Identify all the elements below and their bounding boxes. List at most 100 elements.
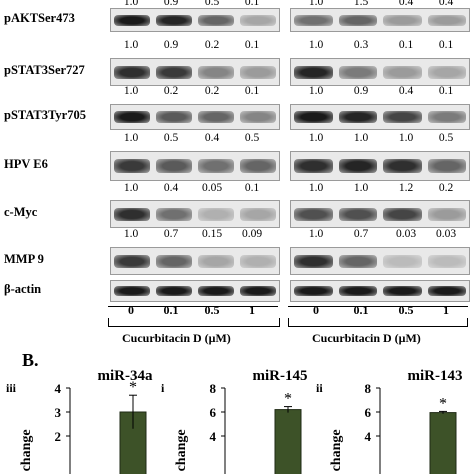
blot-left [110,151,280,181]
density-value: 0.9 [353,85,369,97]
density-value: 1.0 [308,132,324,144]
left-band [240,111,276,123]
protein-label: c-Myc [4,205,38,219]
y-tick-label: 4 [210,429,217,444]
density-value: 0.1 [438,39,454,51]
left-band [156,159,192,173]
density-value: 0.9 [163,39,179,51]
density-value: 1.0 [123,0,139,8]
concentration-tick-label: 0.5 [204,303,220,317]
right-band [427,111,466,123]
left-band [114,159,150,173]
density-value: 0.5 [244,132,260,144]
density-value: 0.2 [438,182,454,194]
left-band [198,159,234,173]
right-band [338,207,377,221]
density-value: 0.1 [398,39,414,51]
blot-left [110,200,280,228]
density-value: 0.1 [244,85,260,97]
right-band [294,286,333,296]
right-band [383,65,422,79]
concentration-tick-label: 0 [128,303,134,317]
blot-left [110,104,280,130]
left-band [114,111,150,123]
density-value: 1.0 [123,182,139,194]
density-value: 0.5 [438,132,454,144]
left-band [156,14,192,26]
density-value: 1.0 [398,132,414,144]
right-band [338,254,377,268]
chart-panel-tag: i [161,381,165,395]
left-band [156,65,192,79]
blot-right [290,280,470,302]
density-value: 0.15 [201,228,223,240]
protein-label: pAKTSer473 [4,11,75,25]
blot-right [290,58,470,86]
density-value: 0.09 [241,228,263,240]
left-band [198,111,234,123]
density-value: 1.2 [398,182,414,194]
y-axis-label: ld change [329,429,344,474]
left-band [198,65,234,79]
left-band [156,286,192,296]
left-band [114,14,150,26]
right-band [338,286,377,296]
left-band [114,207,150,221]
density-value: 0.4 [398,0,414,8]
density-value: 0.3 [353,39,369,51]
right-band [294,111,333,123]
density-value: 1.0 [308,85,324,97]
right-band [383,14,422,26]
density-value: 1.0 [353,182,369,194]
left-band [240,159,276,173]
axis-line-left [108,306,278,307]
density-value: 0.05 [201,182,223,194]
density-value: 0.2 [204,39,220,51]
y-axis-label: ld change [174,429,189,474]
right-band [427,207,466,221]
right-band [294,159,333,173]
right-band [294,14,333,26]
right-band [338,65,377,79]
concentration-tick-label: 0.5 [398,303,414,317]
right-band [338,159,377,173]
y-tick-label: 6 [210,405,217,420]
right-band [427,65,466,79]
density-value: 1.0 [123,228,139,240]
left-band [114,254,150,268]
left-band [198,286,234,296]
left-band [156,207,192,221]
protein-label: β-actin [4,282,42,296]
blot-left [110,8,280,32]
axis-bracket-left [108,318,280,327]
blot-right [290,104,470,130]
concentration-tick-label: 0.1 [353,303,369,317]
right-band [383,286,422,296]
right-band [383,207,422,221]
y-tick-label: 2 [55,429,62,444]
density-value: 0.9 [163,0,179,8]
y-tick-label: 6 [365,405,372,420]
density-value: 0.5 [204,0,220,8]
density-value: 0.1 [244,0,260,8]
density-value: 1.0 [123,85,139,97]
x-label-left: Cucurbitacin D (μM) [122,331,231,345]
concentration-tick-label: 0.1 [163,303,179,317]
left-band [156,254,192,268]
protein-label: pSTAT3Ser727 [4,63,85,77]
chart-panel-tag: ii [316,381,323,395]
chart-panel-tag: iii [6,381,17,395]
panel-b-label: B. [22,350,39,370]
blot-left [110,280,280,302]
protein-label: pSTAT3Tyr705 [4,108,86,122]
density-value: 0.7 [163,228,179,240]
density-value: 0.4 [398,85,414,97]
blot-right [290,8,470,32]
left-band [156,111,192,123]
left-band [240,286,276,296]
protein-label: MMP 9 [4,252,44,266]
left-band [240,207,276,221]
density-value: 0.5 [163,132,179,144]
density-value: 0.1 [244,39,260,51]
density-value: 1.0 [308,182,324,194]
